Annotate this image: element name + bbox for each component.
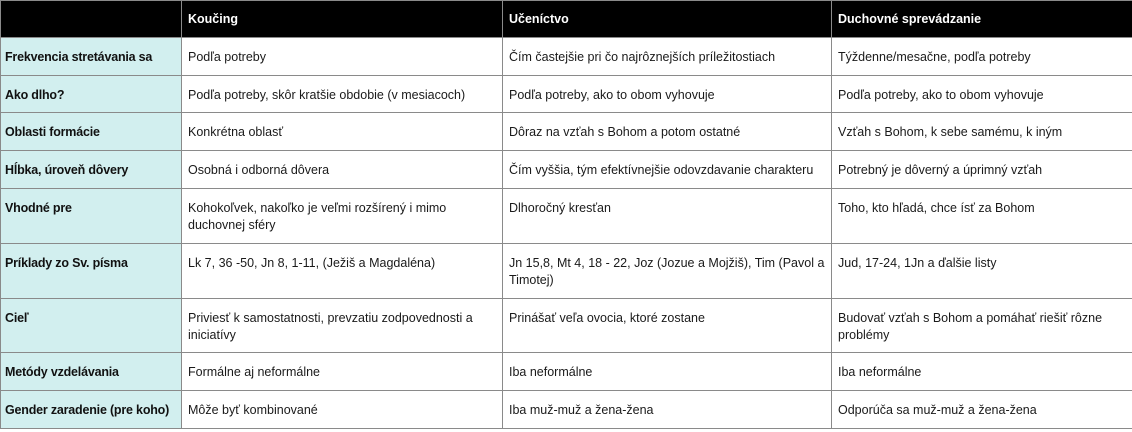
table-cell: Jn 15,8, Mt 4, 18 - 22, Joz (Jozue a Moj… bbox=[502, 243, 832, 299]
table-cell: Týždenne/mesačne, podľa potreby bbox=[831, 37, 1132, 76]
table-cell: Jud, 17-24, 1Jn a ďalšie listy bbox=[831, 243, 1132, 299]
column-header: Duchovné sprevádzanie bbox=[831, 0, 1132, 38]
table-cell: Formálne aj neformálne bbox=[181, 352, 503, 391]
column-header: Učeníctvo bbox=[502, 0, 832, 38]
table-cell: Kohokoľvek, nakoľko je veľmi rozšírený i… bbox=[181, 188, 503, 244]
table-cell: Môže byť kombinované bbox=[181, 390, 503, 429]
table-cell: Podľa potreby, ako to obom vyhovuje bbox=[831, 75, 1132, 113]
table-cell: Osobná i odborná dôvera bbox=[181, 150, 503, 189]
table-cell: Iba neformálne bbox=[831, 352, 1132, 391]
table-cell: Podľa potreby, ako to obom vyhovuje bbox=[502, 75, 832, 113]
column-header: Koučing bbox=[181, 0, 503, 38]
table-row: Cieľ Priviesť k samostatnosti, prevzatiu … bbox=[0, 298, 1132, 353]
table-cell: Čím vyššia, tým efektívnejšie odovzdavan… bbox=[502, 150, 832, 189]
row-header: Príklady zo Sv. písma bbox=[0, 243, 182, 299]
table-row: Ako dlho? Podľa potreby, skôr kratšie obd… bbox=[0, 75, 1132, 113]
table-cell: Lk 7, 36 -50, Jn 8, 1-11, (Ježiš a Magda… bbox=[181, 243, 503, 299]
row-header: Cieľ bbox=[0, 298, 182, 353]
table-cell: Podľa potreby bbox=[181, 37, 503, 76]
column-header bbox=[0, 0, 182, 38]
row-header: Vhodné pre bbox=[0, 188, 182, 244]
table-row: Metódy vzdelávania Formálne aj neformálne… bbox=[0, 352, 1132, 391]
table-row: Gender zaradenie (pre koho) Môže byť komb… bbox=[0, 390, 1132, 429]
table-cell: Iba neformálne bbox=[502, 352, 832, 391]
table-cell: Konkrétna oblasť bbox=[181, 112, 503, 151]
row-header: Metódy vzdelávania bbox=[0, 352, 182, 391]
row-header: Ako dlho? bbox=[0, 75, 182, 113]
table-cell: Odporúča sa muž-muž a žena-žena bbox=[831, 390, 1132, 429]
table-cell: Priviesť k samostatnosti, prevzatiu zodp… bbox=[181, 298, 503, 353]
table-cell: Vzťah s Bohom, k sebe samému, k iným bbox=[831, 112, 1132, 151]
table-cell: Potrebný je dôverný a úprimný vzťah bbox=[831, 150, 1132, 189]
table-cell: Dlhoročný kresťan bbox=[502, 188, 832, 244]
row-header: Oblasti formácie bbox=[0, 112, 182, 151]
header-row: Koučing Učeníctvo Duchovné sprevádzanie bbox=[0, 0, 1132, 38]
table-cell: Čím častejšie pri čo najrôznejších príle… bbox=[502, 37, 832, 76]
table-cell: Podľa potreby, skôr kratšie obdobie (v m… bbox=[181, 75, 503, 113]
table-row: Príklady zo Sv. písma Lk 7, 36 -50, Jn 8,… bbox=[0, 243, 1132, 299]
table-cell: Dôraz na vzťah s Bohom a potom ostatné bbox=[502, 112, 832, 151]
table-cell: Prinášať veľa ovocia, ktoré zostane bbox=[502, 298, 832, 353]
row-header: Hĺbka, úroveň dôvery bbox=[0, 150, 182, 189]
table-row: Frekvencia stretávania sa Podľa potreby Čí… bbox=[0, 37, 1132, 76]
table-row: Vhodné pre Kohokoľvek, nakoľko je veľmi r… bbox=[0, 188, 1132, 244]
table-cell: Budovať vzťah s Bohom a pomáhať riešiť r… bbox=[831, 298, 1132, 353]
table-row: Oblasti formácie Konkrétna oblasť Dôraz na… bbox=[0, 112, 1132, 151]
row-header: Gender zaradenie (pre koho) bbox=[0, 390, 182, 429]
table-cell: Iba muž-muž a žena-žena bbox=[502, 390, 832, 429]
table-cell: Toho, kto hľadá, chce ísť za Bohom bbox=[831, 188, 1132, 244]
table-row: Hĺbka, úroveň dôvery Osobná i odborná dôv… bbox=[0, 150, 1132, 189]
row-header: Frekvencia stretávania sa bbox=[0, 37, 182, 76]
